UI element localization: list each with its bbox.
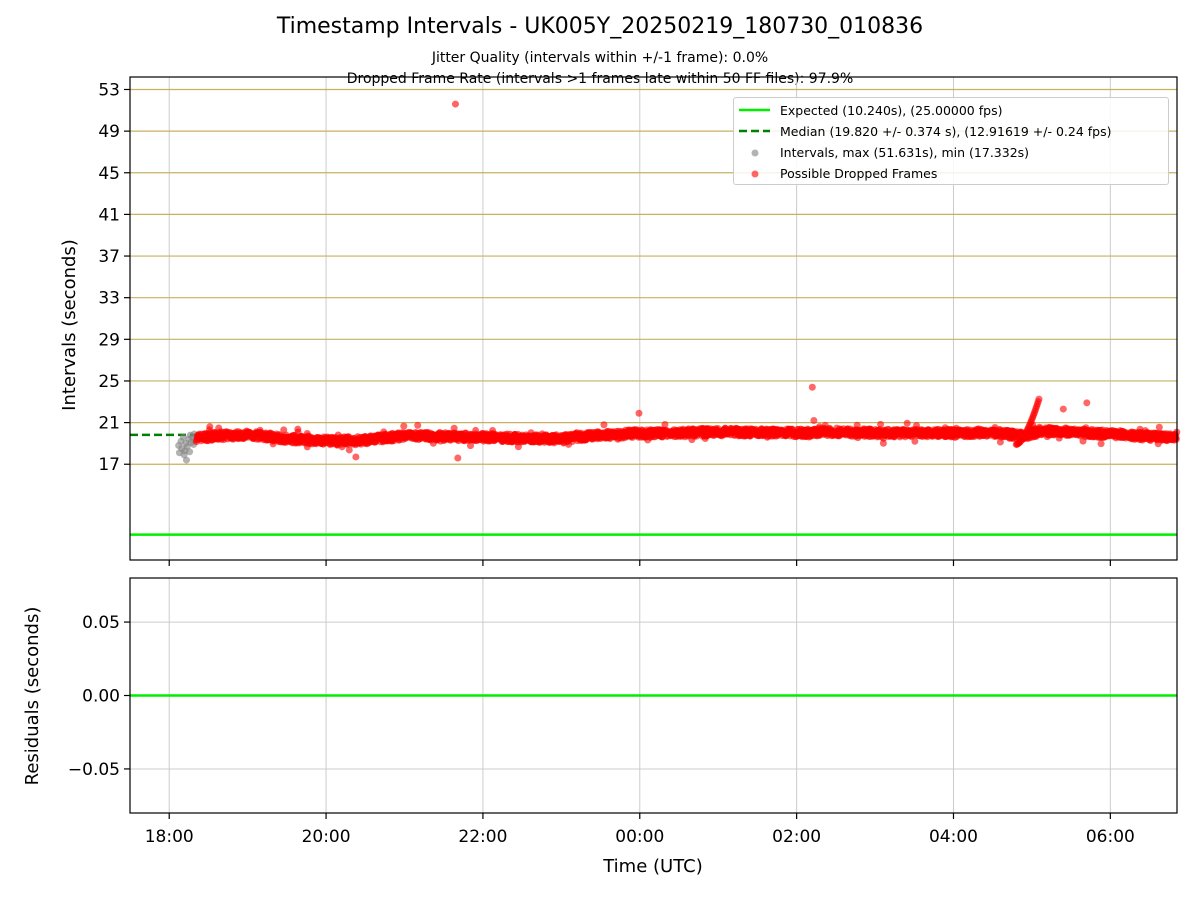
dropped-point-459 bbox=[345, 446, 353, 454]
x-tick-label-6: 06:00 bbox=[1086, 827, 1135, 847]
intervals-y-tick-label-1: 49 bbox=[98, 122, 120, 142]
legend-expected-label: Expected (10.240s), (25.00000 fps) bbox=[780, 102, 1003, 118]
dropped-point-1222 bbox=[600, 421, 608, 429]
x-axis-label: Time (UTC) bbox=[602, 856, 703, 877]
dropped-point-2155 bbox=[911, 437, 919, 445]
legend: Expected (10.240s), (25.00000 fps) Media… bbox=[733, 97, 1169, 185]
dropped-point-1982 bbox=[853, 421, 861, 429]
intervals-y-tick-label-0: 53 bbox=[98, 80, 120, 100]
legend-dropped-label: Possible Dropped Frames bbox=[780, 165, 938, 181]
residuals-y-tick-label-1: 0.00 bbox=[82, 687, 120, 707]
x-tick-label-0: 18:00 bbox=[145, 827, 194, 847]
legend-intervals-label: Intervals, max (51.631s), min (17.332s) bbox=[780, 144, 1030, 160]
dropped-outlier-0 bbox=[451, 100, 459, 108]
residuals-y-label: Residuals (seconds) bbox=[22, 607, 43, 786]
jitter-quality-subtitle: Jitter Quality (intervals within +/-1 fr… bbox=[431, 50, 769, 66]
dropped-point-622 bbox=[400, 422, 408, 430]
interval-point-8 bbox=[182, 456, 190, 464]
dropped-point-664 bbox=[414, 421, 422, 429]
legend-expected-swatch bbox=[734, 101, 774, 119]
dropped-point-2053 bbox=[877, 420, 885, 428]
legend-median-swatch bbox=[734, 122, 774, 140]
dropped-outlier-4 bbox=[808, 383, 816, 391]
dropped-point-2941 bbox=[1172, 435, 1180, 443]
x-tick-label-2: 22:00 bbox=[458, 827, 507, 847]
dropped-outlier-6 bbox=[1059, 405, 1067, 413]
dropped-point-823 bbox=[467, 442, 475, 450]
legend-item-intervals: Intervals, max (51.631s), min (17.332s) bbox=[734, 143, 1029, 161]
dropped-outlier-2 bbox=[352, 453, 360, 461]
intervals-y-tick-label-4: 37 bbox=[98, 247, 120, 267]
dropped-point-2888 bbox=[1155, 423, 1163, 431]
legend-dropped-swatch bbox=[734, 164, 774, 182]
intervals-reference-lines bbox=[130, 433, 1177, 536]
interval-point-11 bbox=[186, 448, 194, 456]
interval-point-4 bbox=[179, 433, 187, 441]
intervals-y-label: Intervals (seconds) bbox=[59, 239, 80, 411]
residuals-y-ticks: 0.05 0.00 −0.05 bbox=[68, 613, 130, 780]
intervals-y-tick-label-8: 21 bbox=[98, 414, 120, 434]
x-tick-label-4: 02:00 bbox=[772, 827, 821, 847]
dropped-point-40 bbox=[206, 423, 214, 431]
intervals-y-tick-label-2: 45 bbox=[98, 164, 120, 184]
dropped-point-1404 bbox=[661, 420, 669, 428]
x-tick-label-3: 00:00 bbox=[615, 827, 664, 847]
intervals-y-tick-label-3: 41 bbox=[98, 205, 120, 225]
intervals-points bbox=[175, 100, 1181, 464]
legend-intervals-swatch bbox=[734, 143, 774, 161]
dropped-point-2971 bbox=[1035, 395, 1043, 403]
x-tick-label-5: 04:00 bbox=[929, 827, 978, 847]
dropped-point-2133 bbox=[903, 419, 911, 427]
residuals-y-tick-label-0: 0.05 bbox=[82, 613, 120, 633]
intervals-plot-frame bbox=[129, 76, 1178, 561]
intervals-y-tick-label-5: 33 bbox=[98, 289, 120, 309]
legend-item-expected: Expected (10.240s), (25.00000 fps) bbox=[734, 101, 1002, 119]
residuals-x-ticks: 18:00 20:00 22:00 00:00 02:00 04:00 06:00 bbox=[145, 813, 1135, 847]
x-tick-label-1: 20:00 bbox=[302, 827, 351, 847]
chart-title: Timestamp Intervals - UK005Y_20250219_18… bbox=[276, 14, 924, 39]
intervals-x-ticks bbox=[168, 560, 1111, 566]
dropped-outlier-5 bbox=[810, 417, 818, 425]
legend-item-median: Median (19.820 +/- 0.374 s), (12.91619 +… bbox=[734, 122, 1111, 140]
intervals-y-ticks: 53 49 45 41 37 33 29 25 21 17 bbox=[98, 80, 130, 475]
dropped-outlier-3 bbox=[635, 409, 643, 417]
intervals-y-tick-label-6: 29 bbox=[98, 330, 120, 350]
intervals-y-tick-label-9: 17 bbox=[98, 455, 120, 475]
legend-median-label: Median (19.820 +/- 0.374 s), (12.91619 +… bbox=[780, 123, 1112, 139]
dropped-point-2061 bbox=[879, 439, 887, 447]
intervals-y-tick-label-7: 25 bbox=[98, 372, 120, 392]
legend-item-dropped: Possible Dropped Frames bbox=[734, 164, 937, 182]
dropped-point-2715 bbox=[1097, 440, 1105, 448]
residuals-y-tick-label-2: −0.05 bbox=[68, 760, 120, 780]
dropped-outlier-7 bbox=[1083, 399, 1091, 407]
dropped-frame-rate-subtitle: Dropped Frame Rate (intervals >1 frames … bbox=[346, 71, 854, 87]
dropped-outlier-1 bbox=[454, 454, 462, 462]
